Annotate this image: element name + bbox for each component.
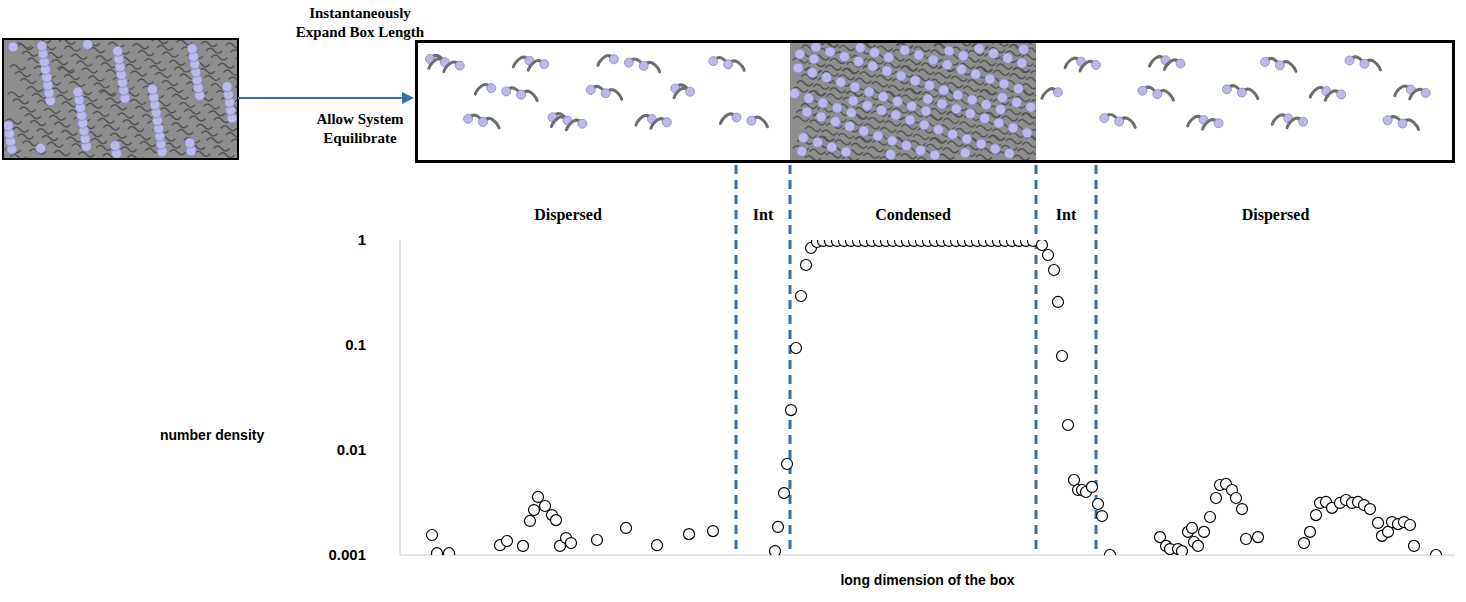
- svg-text:0.001: 0.001: [328, 546, 366, 563]
- svg-text:Dispersed: Dispersed: [1242, 206, 1310, 224]
- svg-text:long dimension of the box: long dimension of the box: [840, 572, 1014, 588]
- html-text:Instantaneously Expand Box Len: Instantaneously Expand Box Length: [295, 5, 425, 40]
- svg-text:Dispersed: Dispersed: [534, 206, 602, 224]
- html-text:Allow System Equilibrate: Allow System Equilibrate: [316, 111, 404, 146]
- svg-text:0.1: 0.1: [345, 336, 366, 353]
- svg-text:0.01: 0.01: [337, 441, 366, 458]
- svg-text:number density: number density: [160, 427, 264, 443]
- svg-text:1: 1: [358, 231, 366, 248]
- svg-text:Condensed: Condensed: [875, 206, 951, 223]
- svg-text:Int: Int: [753, 206, 774, 223]
- svg-text:Int: Int: [1056, 206, 1077, 223]
